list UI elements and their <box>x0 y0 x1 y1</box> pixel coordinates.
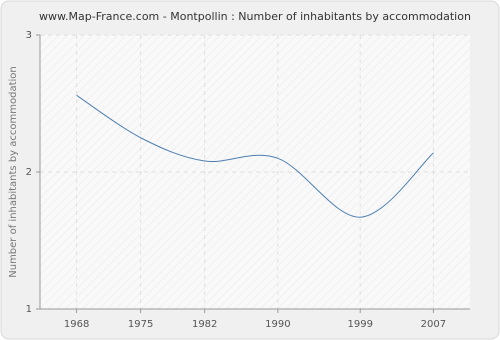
y-axis-label: Number of inhabitants by accommodation <box>8 66 19 278</box>
y-tick-label: 3 <box>26 30 32 41</box>
x-tick-label: 1968 <box>64 319 89 330</box>
x-tick-label: 1982 <box>192 319 217 330</box>
plot-area <box>40 35 470 309</box>
y-tick-label: 1 <box>26 304 32 315</box>
x-tick-label: 1975 <box>128 319 153 330</box>
data-line <box>76 94 434 218</box>
y-tick-label: 2 <box>26 167 32 178</box>
x-tick-label: 2007 <box>421 319 446 330</box>
chart-title: www.Map-France.com - Montpollin : Number… <box>39 10 471 23</box>
x-tick-label: 1999 <box>347 319 372 330</box>
x-tick-label: 1990 <box>265 319 290 330</box>
